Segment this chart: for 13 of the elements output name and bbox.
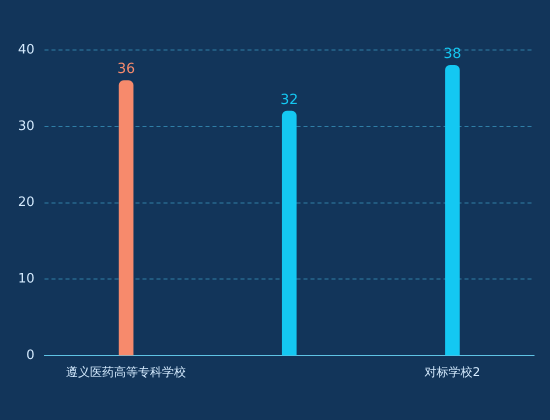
data-label: 36 [117, 61, 136, 78]
data-label: 32 [280, 92, 298, 108]
y-tick-label: 10 [18, 272, 35, 287]
y-tick-label: 0 [26, 348, 35, 363]
bar [445, 64, 460, 356]
data-label: 38 [444, 46, 462, 62]
x-tick-label: 对标学校2 [424, 364, 480, 379]
x-tick-label: 遵义医药高等专科学校 [66, 364, 186, 379]
y-tick-label: 20 [18, 195, 35, 210]
bar [282, 110, 297, 356]
y-tick-label: 30 [18, 118, 35, 134]
bar [118, 80, 134, 356]
y-tick-label: 40 [18, 42, 35, 58]
